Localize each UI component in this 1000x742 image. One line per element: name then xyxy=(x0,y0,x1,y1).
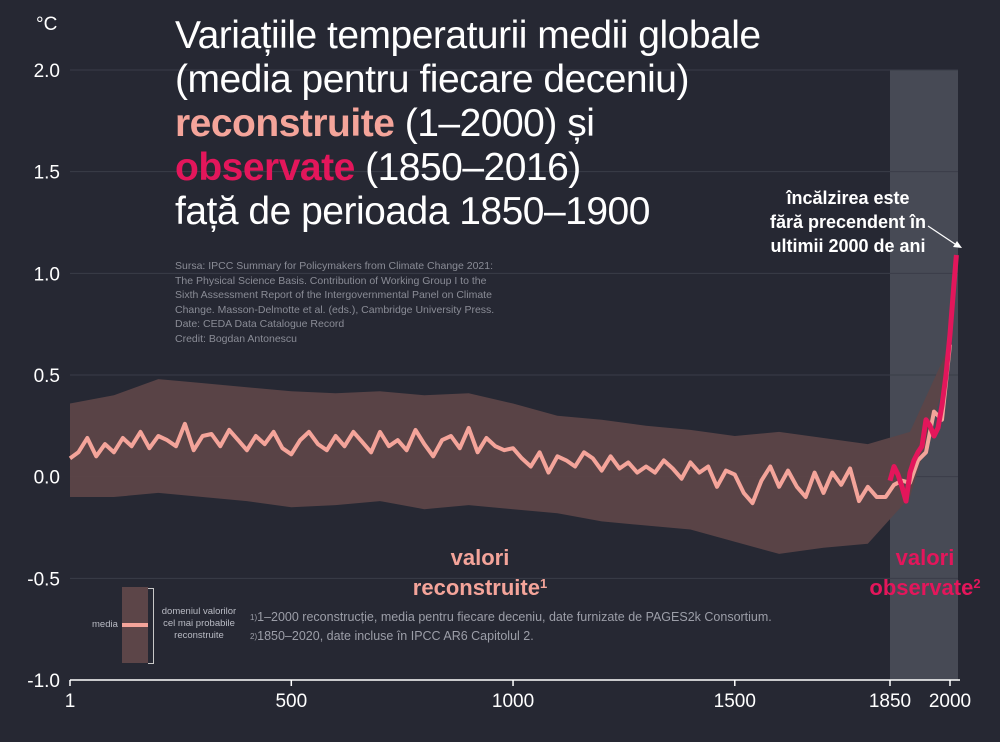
legend-range-label: domeniul valorilor cel mai probabile rec… xyxy=(158,606,240,642)
title-observed-range: (1850–2016) xyxy=(354,146,581,189)
x-tick-label: 1000 xyxy=(492,691,534,712)
reconstructed-median-line xyxy=(68,344,952,506)
reconstructed-label-line1: valori xyxy=(450,545,510,570)
observed-label: valori observate2 xyxy=(855,543,995,603)
title-line-1: Variațiile temperaturii medii globale xyxy=(175,14,761,57)
footnote-2: 2)1850–2020, date incluse în IPCC AR6 Ca… xyxy=(250,627,772,646)
source-text: Sursa: IPCC Summary for Policymakers fro… xyxy=(175,259,494,346)
warming-annotation: încălzirea este fără precendent în ultim… xyxy=(735,186,961,258)
x-tick-label: 1 xyxy=(65,691,76,712)
y-tick-label: 2.0 xyxy=(34,61,60,82)
source-line: Sursa: IPCC Summary for Policymakers fro… xyxy=(175,260,494,272)
legend-range-line: cel mai probabile xyxy=(163,618,235,629)
footnote-2-text: 1850–2020, date incluse în IPCC AR6 Capi… xyxy=(257,629,534,643)
x-tick-labels: 1 500 1000 1500 1850 2000 xyxy=(65,680,971,712)
observed-label-line1: valori xyxy=(895,545,955,570)
y-tick-label: 1.0 xyxy=(34,264,60,285)
chart-title: Variațiile temperaturii medii globale (m… xyxy=(175,14,761,234)
footnote-1-text: 1–2000 reconstrucție, media pentru fieca… xyxy=(257,610,772,624)
title-line-5: față de perioada 1850–1900 xyxy=(175,190,650,233)
legend-median-label: media xyxy=(92,619,118,630)
x-tick-label: 1850 xyxy=(869,691,911,712)
source-line: The Physical Science Basis. Contribution… xyxy=(175,274,487,287)
legend-range-line: domeniul valorilor xyxy=(161,606,237,617)
reconstructed-label-line2: reconstruite1 xyxy=(395,573,565,603)
title-line-3: reconstruite (1–2000) și xyxy=(175,102,761,146)
y-tick-label: -1.0 xyxy=(27,671,60,692)
annotation-line: încălzirea este xyxy=(786,188,910,208)
footnote-1-marker: 1) xyxy=(250,613,258,622)
reconstructed-label: valori reconstruite1 xyxy=(395,543,565,603)
y-tick-label: -0.5 xyxy=(27,569,60,590)
x-tick-label: 1500 xyxy=(714,691,756,712)
x-tick-label: 2000 xyxy=(929,691,971,712)
annotation-arrow xyxy=(927,225,959,247)
source-line: Date: CEDA Data Catalogue Record xyxy=(175,318,345,330)
title-line-4: observate (1850–2016) xyxy=(175,146,761,190)
legend-bracket xyxy=(148,588,154,664)
x-tick-label: 500 xyxy=(275,691,307,712)
title-reconstructed-range: (1–2000) și xyxy=(394,102,595,145)
reconstructed-label-text: reconstruite xyxy=(412,575,540,600)
observed-label-line2: observate2 xyxy=(855,573,995,603)
annotation-line: ultimii 2000 de ani xyxy=(770,236,926,256)
y-tick-label: 1.5 xyxy=(34,163,60,184)
observed-label-sup: 2 xyxy=(973,576,981,591)
observed-line xyxy=(887,254,959,504)
source-line: Change. Masson-Delmotte et al. (eds.), C… xyxy=(175,303,495,316)
footnote-2-marker: 2) xyxy=(250,632,258,641)
title-reconstructed-word: reconstruite xyxy=(175,102,395,145)
source-line: Credit: Bogdan Antonescu xyxy=(175,332,298,345)
footnote-1: 1)1–2000 reconstrucție, media pentru fie… xyxy=(250,608,772,627)
legend-median-swatch xyxy=(122,623,148,627)
reconstructed-label-sup: 1 xyxy=(539,576,548,591)
title-line-2: (media pentru fiecare deceniu) xyxy=(175,58,689,101)
title-observed-word: observate xyxy=(175,146,355,189)
annotation-arrow-head xyxy=(953,241,962,248)
observed-label-text: observate xyxy=(869,575,974,600)
source-line: Sixth Assessment Report of the Intergove… xyxy=(175,289,492,301)
unit-label: °C xyxy=(36,14,58,35)
legend-range-line: reconstruite xyxy=(174,630,224,641)
y-tick-label: 0.5 xyxy=(34,366,60,387)
y-tick-label: 0.0 xyxy=(34,468,60,489)
footnotes: 1)1–2000 reconstrucție, media pentru fie… xyxy=(250,608,772,646)
y-tick-labels: -1.0 -0.5 0.0 0.5 1.0 1.5 2.0 xyxy=(27,61,60,692)
annotation-line: fără precendent în xyxy=(769,212,927,232)
